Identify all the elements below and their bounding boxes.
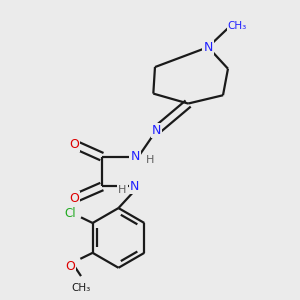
Text: N: N: [152, 124, 161, 136]
Text: O: O: [69, 192, 79, 205]
Text: N: N: [130, 180, 139, 193]
Text: N: N: [130, 150, 140, 163]
Text: H: H: [118, 185, 127, 195]
Text: O: O: [65, 260, 75, 273]
Text: CH₃: CH₃: [71, 284, 91, 293]
Text: Cl: Cl: [64, 206, 76, 220]
Text: N: N: [203, 40, 213, 54]
Text: O: O: [69, 137, 79, 151]
Text: H: H: [146, 155, 154, 165]
Text: CH₃: CH₃: [228, 21, 247, 31]
